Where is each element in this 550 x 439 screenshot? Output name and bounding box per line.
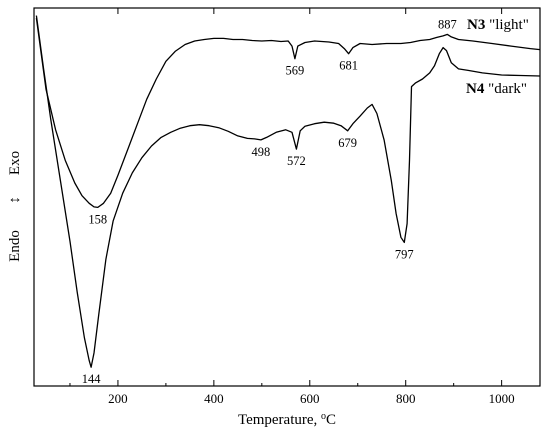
peak-label-681: 681 <box>339 59 358 73</box>
series-label-n4-bold: N4 <box>466 81 485 97</box>
peak-label-797: 797 <box>395 247 414 261</box>
x-tick-label-200: 200 <box>108 391 128 406</box>
series-lines <box>35 15 541 368</box>
peak-label-498: 498 <box>251 145 270 159</box>
peak-label-679: 679 <box>338 136 357 150</box>
series-line-0 <box>35 18 541 209</box>
peak-label-158: 158 <box>88 212 107 226</box>
x-tick-labels: 200 400 600 800 1000 <box>108 391 514 406</box>
series-label-n4: N4 "dark" <box>466 81 527 97</box>
series-label-n3-bold: N3 <box>467 17 485 33</box>
unit-celsius: C <box>326 412 336 428</box>
series-label-n3: N3 "light" <box>467 17 529 33</box>
plot-frame <box>33 7 541 387</box>
y-axis-direction-arrow: ↕ <box>7 196 23 204</box>
x-ticks <box>69 8 503 386</box>
x-tick-label-800: 800 <box>396 391 416 406</box>
peak-label-572: 572 <box>287 154 306 168</box>
x-axis-title: Temperature, oC <box>238 411 336 429</box>
series-label-n3-rest: "light" <box>485 17 529 33</box>
peak-label-144: 144 <box>82 372 102 386</box>
series-line-1 <box>35 15 541 368</box>
x-tick-label-400: 400 <box>204 391 224 406</box>
peak-label-887: 887 <box>438 17 457 31</box>
peak-label-569: 569 <box>286 64 305 78</box>
degree-sign: o <box>321 411 326 422</box>
y-axis-endo-label: Endo <box>7 230 23 262</box>
series-label-n4-rest: "dark" <box>484 81 527 97</box>
peak-labels: 158 569 681 887 144 498 572 679 797 <box>82 17 457 386</box>
x-tick-label-1000: 1000 <box>489 391 515 406</box>
x-tick-label-600: 600 <box>300 391 320 406</box>
y-axis-exo-label: Exo <box>7 151 23 175</box>
